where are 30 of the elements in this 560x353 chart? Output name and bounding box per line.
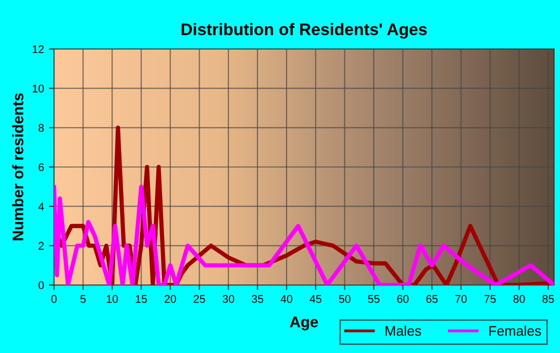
x-tick-label: 5 — [80, 295, 86, 303]
y-tick-label: 4 — [38, 202, 44, 210]
x-axis-title: Age — [290, 316, 318, 330]
y-tick-label: 8 — [38, 124, 44, 132]
x-tick-label: 85 — [542, 295, 554, 303]
x-tick-label: 45 — [310, 295, 322, 303]
x-tick-label: 80 — [513, 295, 525, 303]
x-tick-label: 20 — [164, 295, 176, 303]
x-tick-label: 35 — [252, 295, 264, 303]
x-tick-label: 70 — [455, 295, 467, 303]
x-tick-label: 55 — [368, 295, 380, 303]
x-tick-label: 30 — [222, 295, 234, 303]
chart-title: Distribution of Residents' Ages — [182, 23, 427, 39]
x-tick-label: 0 — [51, 295, 57, 303]
x-tick-label: 50 — [338, 295, 350, 303]
x-tick-label: 65 — [426, 295, 438, 303]
x-tick-label: 25 — [194, 295, 206, 303]
y-tick-label: 6 — [38, 163, 44, 172]
x-tick-label: 40 — [280, 295, 292, 303]
legend-label: Females — [489, 326, 541, 336]
legend-label: Males — [386, 326, 422, 336]
y-tick-label: 2 — [38, 242, 44, 250]
y-tick-label: 0 — [38, 281, 44, 290]
x-tick-label: 75 — [484, 295, 496, 303]
x-tick-label: 60 — [397, 295, 409, 303]
y-tick-label: 10 — [32, 84, 44, 92]
y-tick-label: 12 — [32, 45, 44, 54]
x-tick-label: 10 — [106, 295, 118, 303]
x-tick-label: 15 — [136, 295, 147, 303]
y-axis-title: Number of residents — [12, 93, 24, 240]
